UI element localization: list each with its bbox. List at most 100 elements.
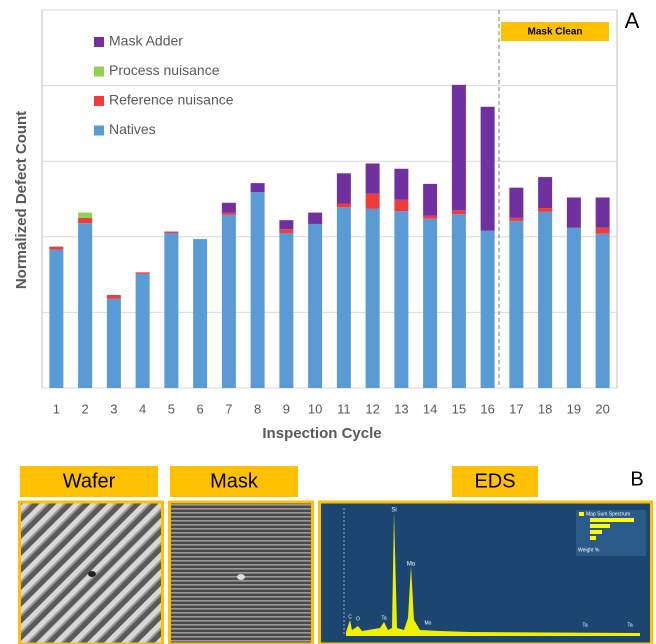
eds-legend-bar bbox=[590, 536, 596, 540]
bar-segment bbox=[481, 231, 495, 388]
bar-segment bbox=[222, 203, 236, 213]
bar-segment bbox=[337, 204, 351, 208]
x-tick-label: 6 bbox=[197, 401, 204, 416]
bar-segment bbox=[394, 169, 408, 200]
bar-segment bbox=[366, 209, 380, 388]
bar-segment bbox=[49, 247, 63, 250]
y-axis-title: Normalized Defect Count bbox=[13, 111, 30, 289]
bar-segment bbox=[308, 224, 322, 388]
bar-segment bbox=[596, 228, 610, 234]
x-tick-label: 16 bbox=[480, 401, 494, 416]
x-tick-label: 17 bbox=[509, 401, 523, 416]
defect bbox=[88, 571, 96, 577]
panel-titles: Wafer Mask EDS bbox=[20, 466, 538, 497]
bar-segment bbox=[366, 194, 380, 209]
x-tick-label: 3 bbox=[110, 401, 117, 416]
bar-segment bbox=[78, 218, 92, 223]
eds-legend-bar bbox=[590, 530, 602, 534]
bar-segment bbox=[78, 213, 92, 218]
bar-segment bbox=[366, 163, 380, 193]
eds-legend-axis: Weight % bbox=[578, 547, 600, 553]
x-tick-label: 2 bbox=[82, 401, 89, 416]
legend-label: Reference nuisance bbox=[109, 92, 234, 108]
legend-label: Natives bbox=[109, 121, 156, 137]
bar-segment bbox=[164, 233, 178, 388]
legend-label: Mask Adder bbox=[109, 33, 183, 49]
x-tick-label: 14 bbox=[423, 401, 437, 416]
legend-label: Process nuisance bbox=[109, 62, 220, 78]
bar-segment bbox=[452, 85, 466, 210]
x-tick-label: 13 bbox=[394, 401, 408, 416]
peak-label: C bbox=[348, 614, 352, 620]
panel-title: EDS bbox=[474, 470, 515, 492]
eds-legend-swatch bbox=[579, 512, 584, 516]
panel-label: A bbox=[625, 8, 640, 33]
bar-segment bbox=[394, 211, 408, 388]
eds-legend-bar bbox=[590, 524, 610, 528]
eds-legend-label: Map Sum Spectrum bbox=[586, 511, 630, 517]
bar-segment bbox=[452, 214, 466, 388]
bar-segment bbox=[164, 232, 178, 234]
figure: A Normalized Defect Count Inspection Cyc… bbox=[0, 0, 656, 644]
legend-swatch bbox=[94, 126, 104, 136]
bar-segment bbox=[538, 212, 552, 388]
bar-segment bbox=[279, 233, 293, 388]
bar-segment bbox=[567, 197, 581, 227]
legend-swatch bbox=[94, 96, 104, 106]
bar-segment bbox=[596, 234, 610, 388]
x-tick-label: 20 bbox=[595, 401, 609, 416]
bar-segment bbox=[337, 173, 351, 203]
bar-segment bbox=[596, 197, 610, 227]
bar-segment bbox=[136, 274, 150, 388]
x-tick-label: 10 bbox=[308, 401, 322, 416]
legend-swatch bbox=[94, 67, 104, 77]
x-tick-label: 11 bbox=[337, 401, 351, 416]
panel-title: Wafer bbox=[63, 470, 116, 492]
bar-segment bbox=[509, 218, 523, 221]
peak-label: Mo bbox=[425, 620, 432, 626]
x-tick-label: 12 bbox=[365, 401, 379, 416]
bar-segment bbox=[423, 219, 437, 388]
bar-segment bbox=[538, 208, 552, 212]
bar-segment bbox=[222, 215, 236, 388]
peak-label: Ta bbox=[582, 622, 588, 628]
x-tick-label: 7 bbox=[225, 401, 232, 416]
bar-segment bbox=[107, 295, 121, 299]
bar-segment bbox=[251, 183, 265, 192]
x-tick-label: 5 bbox=[168, 401, 175, 416]
bar-segment bbox=[394, 200, 408, 211]
bar-segment bbox=[222, 213, 236, 215]
bar-segment bbox=[279, 229, 293, 233]
bar-segment bbox=[481, 107, 495, 231]
eds-image: Map Sum Spectrum Weight % Si Mo Mo C O T… bbox=[320, 502, 652, 644]
x-tick-label: 8 bbox=[254, 401, 261, 416]
x-tick-label: 19 bbox=[567, 401, 581, 416]
bar-segment bbox=[49, 250, 63, 388]
x-axis-title: Inspection Cycle bbox=[262, 425, 381, 442]
peak-label: Mo bbox=[407, 562, 416, 568]
divider-label: Mask Clean bbox=[527, 27, 582, 38]
peak-label: Ta bbox=[381, 615, 387, 621]
panel-title: Mask bbox=[210, 470, 259, 492]
bar-segment bbox=[308, 213, 322, 224]
peak-label: Si bbox=[391, 508, 396, 514]
peak-label: Ta bbox=[627, 622, 633, 628]
peak-label: O bbox=[356, 616, 360, 622]
bar-segment bbox=[78, 223, 92, 388]
x-tick-label: 18 bbox=[538, 401, 552, 416]
bar-segment bbox=[509, 221, 523, 388]
bar-segment bbox=[567, 228, 581, 388]
bar-segment bbox=[251, 192, 265, 388]
bar-segment bbox=[193, 239, 207, 388]
bar-segment bbox=[452, 210, 466, 214]
defect bbox=[237, 574, 245, 580]
bar-segment bbox=[423, 216, 437, 219]
bar-segment bbox=[538, 177, 552, 208]
x-tick-label: 4 bbox=[139, 401, 146, 416]
bar-segment bbox=[107, 299, 121, 388]
x-tick-label: 9 bbox=[283, 401, 290, 416]
legend-swatch bbox=[94, 37, 104, 47]
eds-legend-bar bbox=[590, 518, 634, 522]
mask-image bbox=[170, 502, 313, 644]
x-tick-label: 15 bbox=[452, 401, 466, 416]
